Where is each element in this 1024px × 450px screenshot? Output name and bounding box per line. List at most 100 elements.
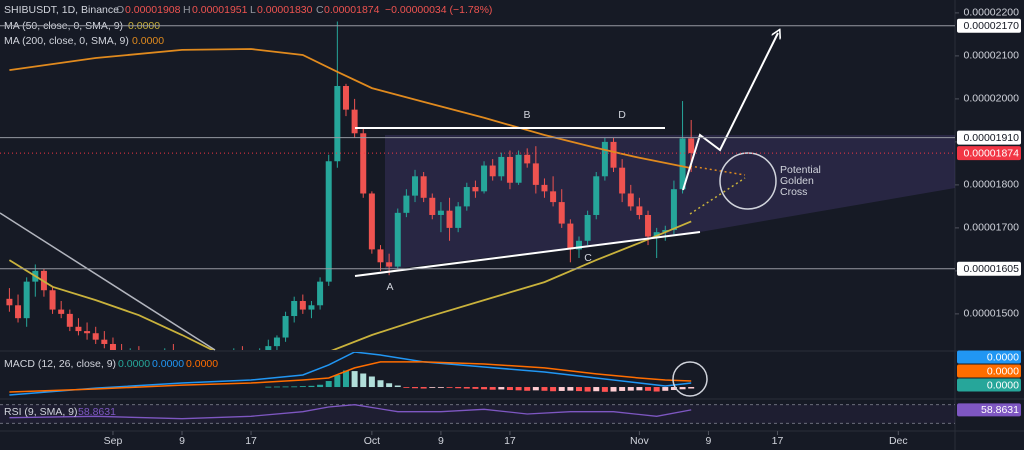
- macd-histogram-bar: [653, 387, 660, 392]
- macd-value: 0.0000: [118, 358, 150, 370]
- rsi-title: RSI (9, SMA, 9): [4, 406, 78, 418]
- indicator-tag: [957, 364, 1021, 378]
- indicator-tag-label: 58.8631: [981, 404, 1019, 416]
- candle-body: [619, 167, 626, 194]
- point-label: C: [584, 252, 592, 264]
- macd-histogram-bar: [437, 387, 444, 388]
- candle-body: [498, 156, 505, 177]
- macd-title: MACD (12, 26, close, 9): [4, 358, 116, 370]
- projection-arrow: [682, 33, 778, 191]
- candle-body: [325, 161, 332, 282]
- candle-body: [84, 331, 91, 334]
- candle-body: [6, 298, 13, 306]
- candle-body: [550, 191, 557, 203]
- rsi-pane: [0, 404, 955, 424]
- x-tick-label: 9: [179, 435, 185, 447]
- trend-line: [0, 212, 216, 351]
- candle-body: [273, 337, 280, 347]
- y-tick-label: 0.00002100: [964, 50, 1020, 62]
- indicator-tag: [957, 350, 1021, 364]
- candle-body: [58, 309, 65, 314]
- candle-body: [472, 187, 479, 192]
- ohlc-value: 0.00001951: [192, 4, 248, 16]
- annotation-text: Golden: [780, 175, 814, 187]
- candle-body: [66, 313, 73, 327]
- price-tag-label: 0.00001605: [964, 263, 1020, 275]
- candle-body: [481, 165, 488, 192]
- indicator-tag: [957, 378, 1021, 392]
- macd-histogram-bar: [377, 380, 384, 388]
- macd-histogram-bar: [601, 387, 608, 392]
- price-tag: [957, 18, 1021, 33]
- macd-histogram-bar: [394, 385, 401, 388]
- macd-histogram-bar: [679, 387, 686, 390]
- candle-body: [308, 305, 315, 310]
- macd-value: 0.0000: [186, 358, 218, 370]
- candle-body: [653, 232, 660, 237]
- candle-body: [662, 230, 669, 233]
- macd-histogram-bar: [291, 386, 298, 388]
- candle-body: [403, 195, 410, 213]
- point-label: D: [618, 109, 626, 121]
- indicator-tag-label: 0.0000: [987, 365, 1019, 377]
- candle-body: [282, 316, 289, 338]
- macd-histogram-bar: [429, 387, 436, 388]
- macd-histogram-bar: [489, 387, 496, 390]
- macd-histogram-bar: [403, 387, 410, 388]
- moving-average: [9, 48, 692, 169]
- macd-histogram-bar: [575, 387, 582, 392]
- candle-body: [558, 202, 565, 224]
- macd-line: [9, 352, 692, 396]
- candle-body: [109, 343, 116, 350]
- highlight-circle: [672, 361, 708, 397]
- candle-body: [515, 154, 522, 183]
- candle-body: [420, 176, 427, 198]
- annotation-text: Potential: [780, 164, 821, 176]
- point-label: A: [386, 281, 393, 293]
- x-tick-label: 17: [772, 435, 784, 447]
- x-tick-label: Nov: [630, 435, 649, 447]
- macd-histogram-bar: [463, 387, 470, 389]
- triangle-shading: [385, 135, 955, 270]
- projection-line: [689, 177, 746, 215]
- macd-histogram-bar: [455, 387, 462, 389]
- macd-value: 0.0000: [152, 358, 184, 370]
- macd-histogram-bar: [645, 387, 652, 391]
- macd-histogram-bar: [472, 387, 479, 389]
- macd-histogram-bar: [627, 387, 634, 391]
- candle-body: [627, 193, 634, 207]
- main-pane: [6, 21, 695, 350]
- projection-line: [689, 165, 746, 176]
- y-tick-label: 0.00001700: [964, 222, 1020, 234]
- macd-histogram-bar: [593, 387, 600, 392]
- candle-body: [394, 212, 401, 267]
- candle-body: [75, 326, 82, 332]
- macd-histogram-bar: [506, 387, 513, 391]
- candle-body: [386, 262, 393, 267]
- price-tag-label: 0.00002170: [964, 20, 1020, 32]
- y-tick-label: 0.00002000: [964, 93, 1020, 105]
- candle-body: [541, 184, 548, 192]
- ohlc-value: 0.00001830: [257, 4, 313, 16]
- candle-body: [15, 305, 22, 319]
- macd-histogram-bar: [273, 386, 280, 388]
- macd-histogram-bar: [317, 384, 324, 388]
- macd-histogram-bar: [386, 383, 393, 388]
- x-tick-label: Dec: [889, 435, 908, 447]
- rsi-line: [9, 404, 692, 420]
- candle-body: [567, 223, 574, 250]
- candle-body: [23, 281, 30, 319]
- candle-body: [489, 165, 496, 177]
- y-tick-label: 0.00002200: [964, 7, 1020, 19]
- candle-body: [670, 189, 677, 231]
- macd-histogram-bar: [360, 373, 367, 388]
- price-tag: [957, 261, 1021, 276]
- candle-body: [455, 206, 462, 228]
- candle-body: [645, 214, 652, 237]
- x-tick-label: 9: [438, 435, 444, 447]
- indicator-tag-label: 0.0000: [987, 351, 1019, 363]
- ohlc-key: C: [316, 4, 324, 16]
- ohlc-value: 0.00001908: [125, 4, 181, 16]
